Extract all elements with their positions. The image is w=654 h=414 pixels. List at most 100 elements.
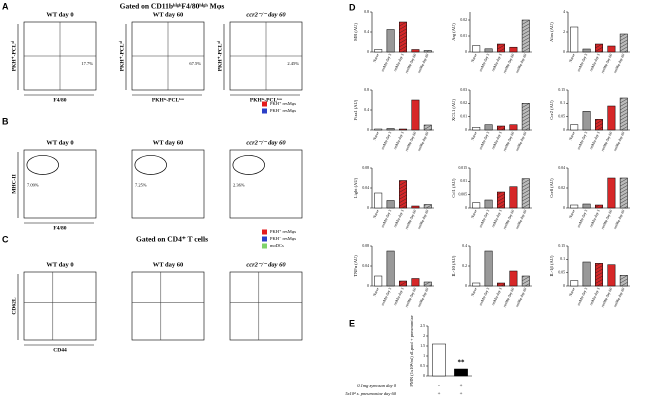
y-tick-label: 0.04 (362, 186, 369, 190)
bar-hatch (424, 51, 431, 53)
x-tick-label: resMφ day 3 (381, 131, 393, 150)
y-tick-label: 0 (367, 206, 369, 210)
bar (485, 200, 492, 208)
annotation: ** (458, 359, 466, 367)
y-tick-label: 0.4 (462, 244, 467, 248)
x-tick-label: rmMφ day 60 (613, 287, 626, 308)
plot-frame (132, 272, 204, 340)
y-axis-label: Ccl1 (AU) (451, 178, 456, 198)
x-tick-label: Naive (568, 53, 576, 63)
y-tick-label: 0 (465, 284, 467, 288)
y-tick-label: 0 (563, 50, 565, 54)
y-tick-label: 4 (563, 10, 565, 14)
bar (608, 106, 615, 130)
bar-hatch (522, 103, 529, 130)
y-axis-label: XCL1 (AU) (451, 99, 456, 121)
y-axis-label: Arg (AU) (451, 23, 456, 41)
y-tick-label: 0.4 (364, 30, 369, 34)
bar-hatch (595, 44, 602, 52)
panel-letter: E (349, 318, 355, 328)
condition-sign: - (438, 384, 440, 389)
bar-hatch (497, 283, 504, 286)
y-tick-label: 0 (563, 128, 565, 132)
x-tick-label: Naive (470, 287, 478, 297)
x-tick-label: Naive (470, 53, 478, 63)
x-tick-label: rmMφ day 60 (515, 131, 528, 152)
x-tick-label: resMφ day 60 (503, 287, 516, 308)
plot-title: WT day 0 (46, 261, 73, 268)
x-tick-label: rmMφ day 3 (393, 53, 405, 72)
y-tick-label: 0.1 (560, 257, 565, 261)
x-tick-label: rmMφ day 60 (515, 209, 528, 230)
bar (412, 50, 419, 53)
x-tick-label: rmMφ day 3 (491, 287, 503, 306)
x-tick-label: rmMφ day 3 (589, 287, 601, 306)
bar-hatch (620, 34, 627, 52)
y-tick-label: 0 (563, 284, 565, 288)
legend-swatch (262, 244, 267, 249)
y-tick-label: 1.5 (420, 344, 425, 348)
bar (374, 193, 381, 208)
bar (510, 271, 517, 286)
x-tick-label: resMφ day 60 (601, 53, 614, 74)
x-axis-label: F4/80 (53, 97, 66, 103)
x-tick-label: rmMφ day 3 (491, 209, 503, 228)
bar-hatch (595, 205, 602, 208)
y-axis-label: MHC-II (11, 174, 17, 194)
plot-title: WT day 60 (153, 261, 184, 268)
panel-title: Gated on CD11bʰⁱᵍʰF4/80ʰⁱᵍʰ Mφs (120, 1, 225, 11)
bar (485, 251, 492, 286)
x-tick-label: rmMφ day 60 (613, 209, 626, 230)
condition-label: 5x10⁴ s. pneumoniae day 60 (345, 391, 396, 396)
y-tick-label: 0.8 (364, 10, 369, 14)
gate-label: 67.5% (189, 61, 201, 66)
y-tick-label: 0.01 (460, 115, 467, 119)
y-axis-label: IL-1β (AU) (549, 255, 554, 276)
bar (583, 49, 590, 52)
y-axis-label: PKH⁺-PCLʰⁱ (116, 41, 125, 71)
bar (374, 50, 381, 53)
panel-title: Gated on CD4⁺ T cells (136, 235, 208, 244)
legend-label: PKH⁻ resMφs (270, 236, 296, 241)
y-tick-label: 0.03 (460, 88, 467, 92)
y-axis-label: PKH⁺-PCLʰⁱ (8, 41, 17, 71)
plot-title: ccr2⁻/⁻ day 60 (246, 261, 286, 268)
panel-letter: D (349, 2, 356, 12)
x-tick-label: rmMφ day 3 (491, 53, 503, 72)
y-tick-label: 0.05 (558, 271, 565, 275)
plot-frame (24, 272, 96, 340)
y-tick-label: 0 (367, 128, 369, 132)
bar (374, 129, 381, 130)
bar-hatch (424, 125, 431, 130)
x-tick-label: rmMφ day 3 (393, 209, 405, 228)
x-tick-label: resMφ day 3 (381, 287, 393, 306)
bar (412, 100, 419, 130)
legend-label: PKH⁺ resMφs (270, 101, 296, 106)
bar-hatch (595, 263, 602, 286)
y-tick-label: 0 (367, 284, 369, 288)
plot-title: WT day 60 (153, 11, 184, 18)
plot-title: WT day 60 (153, 139, 184, 146)
x-tick-label: rmMφ day 3 (589, 53, 601, 72)
y-tick-label: 0.4 (364, 108, 369, 112)
x-tick-label: rmMφ day 60 (515, 53, 528, 74)
bar (570, 125, 577, 130)
y-tick-label: 2 (563, 30, 565, 34)
legend-swatch (262, 109, 267, 114)
bar-hatch (522, 20, 529, 52)
x-axis-label: PKHˡᵒ-PCLˡᵒʷ (152, 97, 185, 103)
x-tick-label: resMφ day 3 (381, 209, 393, 228)
bar (570, 27, 577, 52)
bar (583, 204, 590, 208)
x-tick-label: resMφ day 3 (479, 209, 491, 228)
bar (387, 201, 394, 209)
x-tick-label: Naive (568, 131, 576, 141)
y-axis-label: PKH⁺-PCLʰⁱ (214, 41, 223, 71)
condition-sign: + (460, 392, 463, 397)
gate-label: 17.7% (81, 61, 93, 66)
bar (387, 30, 394, 53)
y-tick-label: 0.01 (460, 179, 467, 183)
x-tick-label: Naive (372, 287, 380, 297)
x-tick-label: Naive (568, 287, 576, 297)
